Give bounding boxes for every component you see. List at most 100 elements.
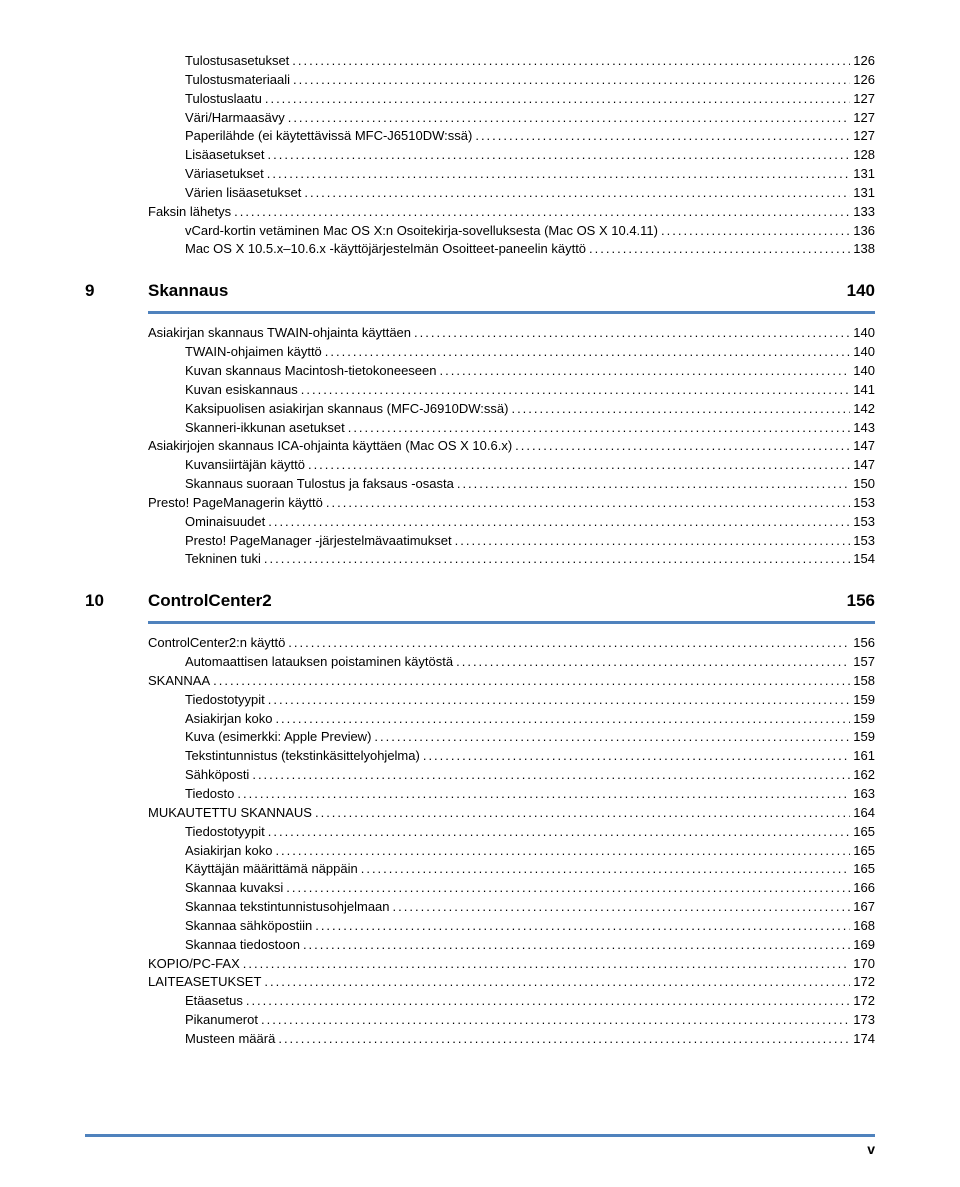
toc-page: 131 <box>853 184 875 203</box>
toc-label: Sähköposti <box>185 766 249 785</box>
toc-entry[interactable]: Ominaisuudet 153 <box>85 513 875 532</box>
toc-entry[interactable]: Värien lisäasetukset 131 <box>85 184 875 203</box>
toc-entry[interactable]: SKANNAA 158 <box>85 672 875 691</box>
toc-entry[interactable]: Lisäasetukset 128 <box>85 146 875 165</box>
toc-entry[interactable]: Asiakirjan koko 165 <box>85 842 875 861</box>
toc-leader-dots <box>361 860 851 879</box>
toc-entry[interactable]: LAITEASETUKSET 172 <box>85 973 875 992</box>
toc-entry[interactable]: Tekninen tuki 154 <box>85 550 875 569</box>
toc-entry[interactable]: Tulostusmateriaali 126 <box>85 71 875 90</box>
toc-entry[interactable]: Väri/Harmaasävy 127 <box>85 109 875 128</box>
toc-page: 170 <box>853 955 875 974</box>
toc-leader-dots <box>234 203 850 222</box>
toc-entry[interactable]: Etäasetus 172 <box>85 992 875 1011</box>
toc-entry[interactable]: Automaattisen latauksen poistaminen käyt… <box>85 653 875 672</box>
toc-label: SKANNAA <box>148 672 210 691</box>
toc-entry[interactable]: MUKAUTETTU SKANNAUS 164 <box>85 804 875 823</box>
toc-label: Tekstintunnistus (tekstinkäsittelyohjelm… <box>185 747 420 766</box>
toc-label: Asiakirjan koko <box>185 710 272 729</box>
toc-entry[interactable]: Pikanumerot 173 <box>85 1011 875 1030</box>
section-number: 10 <box>85 591 148 611</box>
toc-entry[interactable]: Asiakirjojen skannaus ICA-ohjainta käytt… <box>85 437 875 456</box>
toc-entry[interactable]: Väriasetukset 131 <box>85 165 875 184</box>
section-title: ControlCenter2 <box>148 591 847 611</box>
toc-entry[interactable]: Käyttäjän määrittämä näppäin 165 <box>85 860 875 879</box>
toc-entry[interactable]: Skannaus suoraan Tulostus ja faksaus -os… <box>85 475 875 494</box>
toc-leader-dots <box>315 917 850 936</box>
toc-leader-dots <box>308 456 850 475</box>
section-heading[interactable]: 10ControlCenter2156 <box>85 591 875 611</box>
toc-entry[interactable]: Sähköposti 162 <box>85 766 875 785</box>
toc-entry[interactable]: KOPIO/PC-FAX 170 <box>85 955 875 974</box>
toc-entry[interactable]: Mac OS X 10.5.x–10.6.x -käyttöjärjestelm… <box>85 240 875 259</box>
toc-entry[interactable]: Presto! PageManager -järjestelmävaatimuk… <box>85 532 875 551</box>
toc-entry[interactable]: Skannaa sähköpostiin 168 <box>85 917 875 936</box>
toc-page: 165 <box>853 860 875 879</box>
toc-leader-dots <box>393 898 851 917</box>
toc-entry[interactable]: Kuva (esimerkki: Apple Preview) 159 <box>85 728 875 747</box>
toc-leader-dots <box>268 823 851 842</box>
toc-page: 154 <box>853 550 875 569</box>
toc-entry[interactable]: Paperilähde (ei käytettävissä MFC-J6510D… <box>85 127 875 146</box>
toc-entry[interactable]: Presto! PageManagerin käyttö 153 <box>85 494 875 513</box>
toc-page: 136 <box>853 222 875 241</box>
toc-entry[interactable]: Skanneri-ikkunan asetukset 143 <box>85 419 875 438</box>
toc-leader-dots <box>265 90 850 109</box>
toc-page: 133 <box>853 203 875 222</box>
toc-page: 158 <box>853 672 875 691</box>
toc-leader-dots <box>288 634 850 653</box>
toc-label: Kuvan skannaus Macintosh-tietokoneeseen <box>185 362 437 381</box>
toc-leader-dots <box>243 955 851 974</box>
toc-label: Tiedostotyypit <box>185 823 265 842</box>
toc-entry[interactable]: Tekstintunnistus (tekstinkäsittelyohjelm… <box>85 747 875 766</box>
toc-entry[interactable]: Skannaa tekstintunnistusohjelmaan 167 <box>85 898 875 917</box>
toc-page: 153 <box>853 513 875 532</box>
toc-label: Tulostusasetukset <box>185 52 289 71</box>
toc-leader-dots <box>288 109 851 128</box>
toc-label: Skanneri-ikkunan asetukset <box>185 419 345 438</box>
toc-page: 140 <box>853 362 875 381</box>
toc-leader-dots <box>261 1011 850 1030</box>
toc-entry[interactable]: Tulostuslaatu 127 <box>85 90 875 109</box>
toc-entry[interactable]: Skannaa kuvaksi 166 <box>85 879 875 898</box>
toc-entry[interactable]: ControlCenter2:n käyttö 156 <box>85 634 875 653</box>
toc-entry[interactable]: vCard-kortin vetäminen Mac OS X:n Osoite… <box>85 222 875 241</box>
toc-entry[interactable]: Kaksipuolisen asiakirjan skannaus (MFC-J… <box>85 400 875 419</box>
section-title: Skannaus <box>148 281 847 301</box>
toc-leader-dots <box>293 71 850 90</box>
toc-label: Tiedostotyypit <box>185 691 265 710</box>
toc-page: 166 <box>853 879 875 898</box>
toc-label: Skannaus suoraan Tulostus ja faksaus -os… <box>185 475 454 494</box>
toc-label: Skannaa tekstintunnistusohjelmaan <box>185 898 390 917</box>
toc-label: Kuvansiirtäjän käyttö <box>185 456 305 475</box>
toc-page: 127 <box>853 90 875 109</box>
toc-leader-dots <box>286 879 850 898</box>
toc-entry[interactable]: Musteen määrä 174 <box>85 1030 875 1049</box>
toc-entry[interactable]: Tiedostotyypit 159 <box>85 691 875 710</box>
toc-label: Skannaa sähköpostiin <box>185 917 312 936</box>
section-number: 9 <box>85 281 148 301</box>
toc-page: 150 <box>853 475 875 494</box>
toc-page: 140 <box>853 343 875 362</box>
toc-entry[interactable]: Kuvansiirtäjän käyttö 147 <box>85 456 875 475</box>
toc-leader-dots <box>455 532 851 551</box>
toc-entry[interactable]: Kuvan skannaus Macintosh-tietokoneeseen … <box>85 362 875 381</box>
toc-entry[interactable]: Asiakirjan skannaus TWAIN-ohjainta käytt… <box>85 324 875 343</box>
toc-label: Automaattisen latauksen poistaminen käyt… <box>185 653 453 672</box>
page-number: v <box>867 1141 875 1157</box>
toc-entry[interactable]: Tulostusasetukset 126 <box>85 52 875 71</box>
toc-entry[interactable]: Tiedostotyypit 165 <box>85 823 875 842</box>
section-heading[interactable]: 9Skannaus140 <box>85 281 875 301</box>
toc-entry[interactable]: Skannaa tiedostoon 169 <box>85 936 875 955</box>
toc-label: ControlCenter2:n käyttö <box>148 634 285 653</box>
toc-page: 147 <box>853 437 875 456</box>
toc-entry[interactable]: Faksin lähetys 133 <box>85 203 875 222</box>
section-rule <box>148 621 875 624</box>
toc-entry[interactable]: TWAIN-ohjaimen käyttö 140 <box>85 343 875 362</box>
page-footer: v <box>85 1134 875 1157</box>
toc-entry[interactable]: Tiedosto 163 <box>85 785 875 804</box>
toc-label: Mac OS X 10.5.x–10.6.x -käyttöjärjestelm… <box>185 240 586 259</box>
toc-label: vCard-kortin vetäminen Mac OS X:n Osoite… <box>185 222 658 241</box>
toc-entry[interactable]: Kuvan esiskannaus 141 <box>85 381 875 400</box>
toc-entry[interactable]: Asiakirjan koko 159 <box>85 710 875 729</box>
